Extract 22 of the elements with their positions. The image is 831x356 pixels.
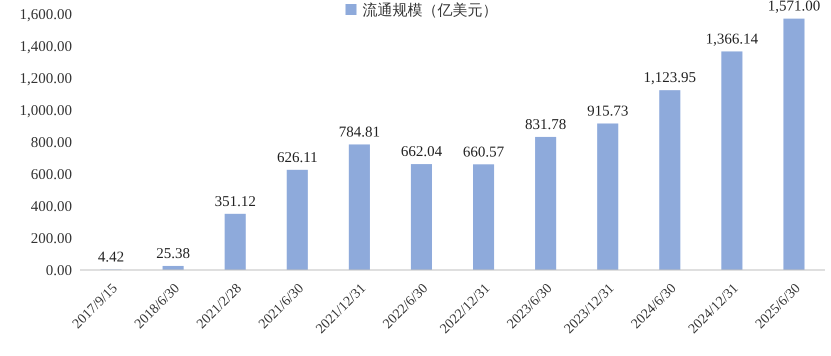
- data-label: 1,123.95: [644, 70, 696, 86]
- data-label: 662.04: [400, 144, 443, 160]
- y-tick-label: 1,200.00: [20, 71, 72, 87]
- y-tick-label: 1,400.00: [20, 39, 72, 55]
- y-tick-label: 800.00: [30, 135, 72, 151]
- data-label: 915.73: [587, 103, 628, 120]
- data-label: 25.38: [156, 246, 190, 262]
- y-tick-label: 600.00: [30, 167, 72, 183]
- data-label: 1,571.00: [768, 0, 820, 15]
- y-tick-label: 400.00: [30, 199, 72, 215]
- y-tick-label: 200.00: [30, 231, 72, 247]
- data-label: 351.12: [214, 194, 256, 210]
- y-tick-label: 1,000.00: [20, 103, 72, 119]
- data-label: 626.11: [276, 150, 318, 166]
- data-label: 831.78: [525, 116, 566, 133]
- y-tick-label: 1,600.00: [20, 7, 72, 23]
- y-tick-label: 0.00: [46, 263, 72, 279]
- data-label: 1,366.14: [706, 31, 759, 48]
- data-label: 4.42: [98, 249, 124, 266]
- legend-label: 流通规模（亿美元）: [362, 2, 498, 19]
- data-label: 660.57: [462, 144, 505, 160]
- data-label: 784.81: [338, 124, 380, 140]
